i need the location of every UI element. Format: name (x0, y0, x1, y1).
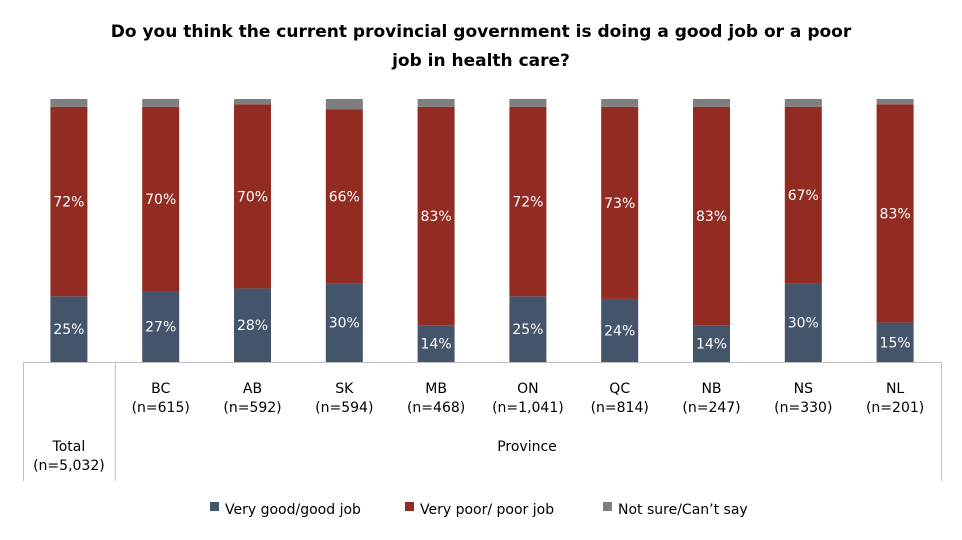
bar-segment-ab-0 (234, 288, 271, 362)
category-label-nl: NL (886, 381, 904, 397)
legend-swatch-2 (603, 502, 612, 511)
bar-segment-ns-2 (784, 99, 822, 107)
bar-segment-bc-0 (142, 291, 180, 362)
bars-group: 25% 72% 27% 70% 28% 70% 30% 66% 14% 83% 25% 72% 24% 7… (50, 99, 914, 363)
bar-segment-bc-2 (142, 99, 180, 107)
category-n-qc: (n=814) (591, 400, 649, 416)
legend-label-2: Not sure/Can’t say (618, 502, 748, 518)
category-n-total: (n=5,032) (33, 458, 105, 474)
bar-segment-mb-1 (417, 106, 455, 326)
category-label-bc: BC (151, 381, 170, 397)
category-label-total: Total (52, 439, 86, 455)
bar-segment-on-0 (509, 296, 547, 363)
bar-segment-on-2 (509, 99, 547, 107)
data-label-qc-0: 24% (604, 323, 635, 339)
data-label-qc-1: 73% (604, 196, 635, 212)
category-label-sk: SK (335, 381, 354, 397)
chart-title-line-1: Do you think the current provincial gove… (111, 22, 852, 42)
bar-segment-nl-2 (876, 99, 914, 105)
bar-segment-qc-1 (601, 106, 639, 299)
bar-segment-ns-0 (784, 283, 822, 362)
legend-swatch-1 (405, 502, 414, 511)
data-label-sk-0: 30% (329, 316, 360, 332)
bar-segment-ns-1 (784, 106, 822, 284)
data-label-nb-1: 83% (696, 209, 727, 225)
legend-label-0: Very good/good job (225, 502, 361, 518)
bar-segment-ab-1 (234, 104, 271, 289)
legend-label-1: Very poor/ poor job (420, 502, 554, 518)
bar-segment-mb-0 (417, 325, 455, 362)
category-n-nb: (n=247) (682, 400, 740, 416)
bar-segment-on-1 (509, 106, 547, 297)
data-label-nb-0: 14% (696, 337, 727, 353)
data-label-bc-1: 70% (145, 192, 176, 208)
bar-segment-total-2 (50, 99, 88, 107)
legend: Very good/good job Very poor/ poor job Not… (210, 502, 748, 518)
bar-segment-sk-2 (325, 99, 363, 110)
category-label-on: ON (517, 381, 539, 397)
bar-segment-nb-0 (693, 325, 730, 362)
data-label-ab-0: 28% (237, 318, 268, 334)
bar-segment-mb-2 (417, 99, 455, 107)
category-n-nl: (n=201) (866, 400, 924, 416)
category-axis (23, 362, 942, 481)
province-group-label: Province (497, 439, 557, 455)
data-label-ns-1: 67% (788, 188, 819, 204)
data-label-bc-0: 27% (145, 320, 176, 336)
category-label-qc: QC (609, 381, 630, 397)
bar-segment-nl-1 (876, 104, 914, 323)
data-label-on-1: 72% (512, 195, 543, 211)
category-n-mb: (n=468) (407, 400, 465, 416)
bar-segment-nb-2 (693, 99, 730, 107)
data-label-nl-1: 83% (880, 206, 911, 222)
data-label-sk-1: 66% (329, 189, 360, 205)
data-label-ns-0: 30% (788, 316, 819, 332)
bar-segment-sk-0 (325, 283, 363, 362)
bar-segment-sk-1 (325, 109, 363, 284)
bar-segment-qc-0 (601, 298, 639, 362)
category-n-ab: (n=592) (223, 400, 281, 416)
data-label-mb-0: 14% (421, 337, 452, 353)
bar-segment-total-1 (50, 106, 88, 297)
data-label-mb-1: 83% (421, 209, 452, 225)
category-label-nb: NB (701, 381, 721, 397)
bar-segment-total-0 (50, 296, 88, 363)
bar-segment-nb-1 (693, 106, 730, 326)
bar-segment-bc-1 (142, 106, 180, 292)
chart-title-line-2: job in health care? (391, 51, 570, 71)
bar-segment-qc-2 (601, 99, 639, 107)
bar-segment-nl-0 (876, 322, 914, 362)
data-label-on-0: 25% (512, 322, 543, 338)
data-label-ab-1: 70% (237, 189, 268, 205)
category-n-sk: (n=594) (315, 400, 373, 416)
category-label-ab: AB (243, 381, 262, 397)
data-label-total-1: 72% (53, 195, 84, 211)
bar-segment-ab-2 (234, 99, 271, 105)
category-labels: Total (n=5,032) BC (n=615) AB (n=592) SK (n=594… (33, 381, 924, 474)
category-n-ns: (n=330) (774, 400, 832, 416)
legend-swatch-0 (210, 502, 219, 511)
data-label-nl-0: 15% (880, 335, 911, 351)
data-label-total-0: 25% (53, 322, 84, 338)
category-label-mb: MB (425, 381, 447, 397)
category-n-on: (n=1,041) (492, 400, 564, 416)
category-n-bc: (n=615) (132, 400, 190, 416)
category-label-ns: NS (794, 381, 813, 397)
